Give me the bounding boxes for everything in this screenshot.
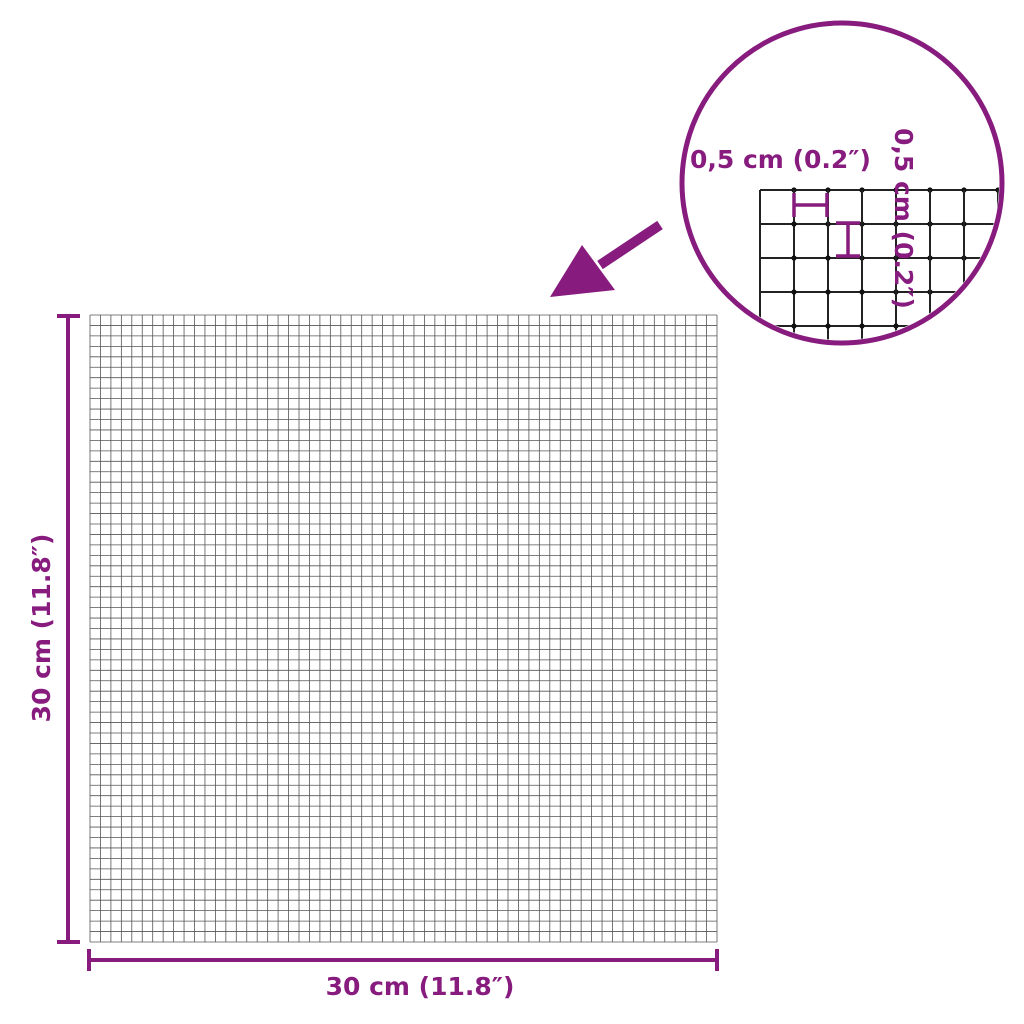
weld-point (859, 391, 864, 396)
weld-point (859, 357, 864, 362)
weld-point (791, 357, 796, 362)
weld-point (825, 357, 830, 362)
weld-point (893, 391, 898, 396)
weld-point (995, 357, 1000, 362)
weld-point (791, 391, 796, 396)
weld-point (791, 221, 797, 227)
mesh-grid (89, 314, 718, 943)
weld-point (995, 255, 999, 261)
weld-point (791, 425, 796, 430)
detail-zoom-circle: 0,5 cm (0.2″) 0,5 cm (0.2″) (679, 20, 1005, 430)
height-dimension-line (57, 314, 80, 944)
weld-point (995, 425, 1000, 430)
weld-point (825, 255, 831, 261)
weld-point (791, 323, 797, 329)
height-label: 30 cm (11.8″) (27, 534, 56, 723)
weld-point (927, 323, 933, 329)
weld-point (961, 391, 966, 396)
weld-point (825, 289, 831, 295)
weld-point (825, 425, 830, 430)
weld-point (927, 357, 932, 362)
cell-height-label: 0,5 cm (0.2″) (889, 128, 918, 309)
weld-point (927, 391, 932, 396)
weld-point (961, 425, 966, 430)
weld-point (995, 391, 1000, 396)
weld-point (791, 255, 797, 261)
weld-point (927, 425, 932, 430)
width-dimension-line (87, 949, 719, 971)
weld-point (995, 289, 999, 295)
cell-size-markers (792, 193, 860, 258)
arrow-down-left-icon (550, 220, 663, 297)
weld-point (961, 323, 967, 329)
width-label: 30 cm (11.8″) (326, 972, 515, 1001)
weld-point (825, 323, 831, 329)
weld-point (961, 357, 966, 362)
weld-point (995, 323, 999, 329)
weld-point (825, 391, 830, 396)
weld-point (859, 425, 864, 430)
weld-point (893, 323, 899, 329)
weld-point (859, 289, 865, 295)
cell-width-label: 0,5 cm (0.2″) (690, 145, 871, 174)
weld-point (859, 323, 865, 329)
weld-point (893, 357, 898, 362)
weld-point (791, 289, 797, 295)
weld-point (893, 425, 898, 430)
